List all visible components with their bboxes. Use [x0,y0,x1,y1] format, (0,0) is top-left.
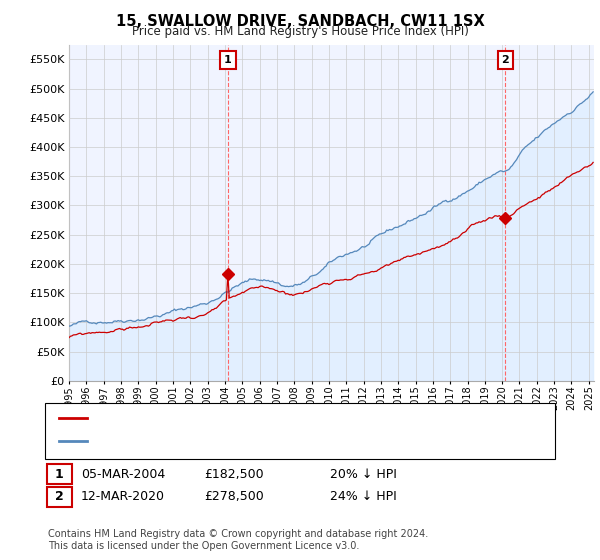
Text: 05-MAR-2004: 05-MAR-2004 [81,468,165,481]
Text: 15, SWALLOW DRIVE, SANDBACH, CW11 1SX (detached house): 15, SWALLOW DRIVE, SANDBACH, CW11 1SX (d… [91,413,444,423]
Text: Contains HM Land Registry data © Crown copyright and database right 2024.
This d: Contains HM Land Registry data © Crown c… [48,529,428,551]
Text: 1: 1 [224,55,232,65]
Text: 1: 1 [55,468,64,481]
Text: 20% ↓ HPI: 20% ↓ HPI [330,468,397,481]
Text: £278,500: £278,500 [204,490,264,503]
Text: 2: 2 [55,490,64,503]
Text: HPI: Average price, detached house, Cheshire East: HPI: Average price, detached house, Ches… [91,436,374,446]
Text: 15, SWALLOW DRIVE, SANDBACH, CW11 1SX: 15, SWALLOW DRIVE, SANDBACH, CW11 1SX [116,14,484,29]
Text: 12-MAR-2020: 12-MAR-2020 [81,490,165,503]
Text: Price paid vs. HM Land Registry's House Price Index (HPI): Price paid vs. HM Land Registry's House … [131,25,469,38]
Text: 2: 2 [502,55,509,65]
Text: £182,500: £182,500 [204,468,263,481]
Text: 24% ↓ HPI: 24% ↓ HPI [330,490,397,503]
